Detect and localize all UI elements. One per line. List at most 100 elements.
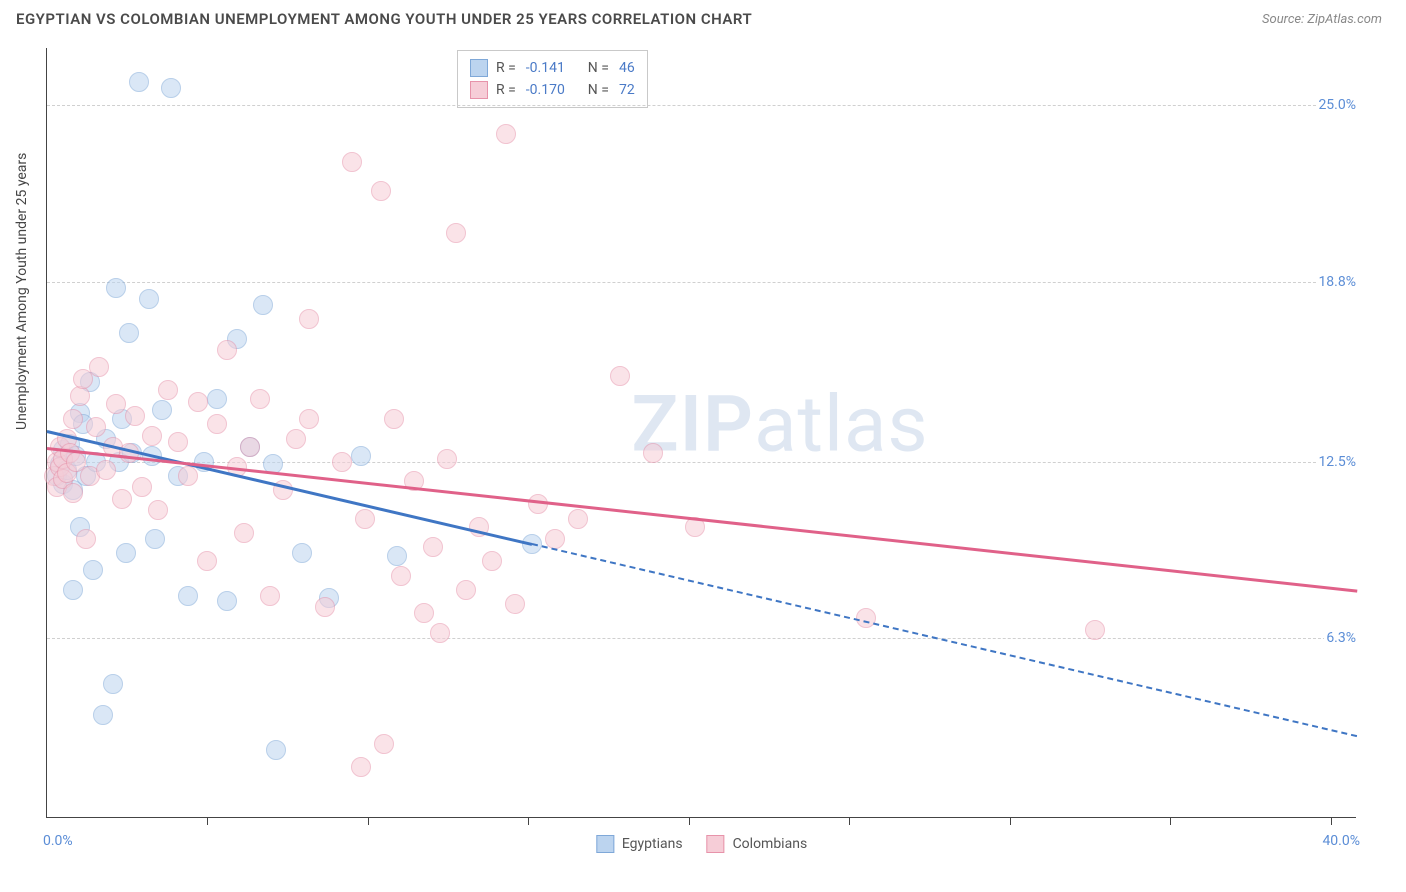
data-point [351,757,371,777]
chart-header: EGYPTIAN VS COLOMBIAN UNEMPLOYMENT AMONG… [0,0,1406,28]
r-value: -0.170 [526,79,580,101]
x-tick [528,817,529,825]
chart-title: EGYPTIAN VS COLOMBIAN UNEMPLOYMENT AMONG… [16,10,752,28]
watermark: ZIPatlas [631,379,928,470]
trendline [47,447,1357,592]
x-tick [368,817,369,825]
n-label: N = [588,57,609,79]
data-point [125,406,145,426]
data-point [119,323,139,343]
data-point [93,705,113,725]
data-point [234,523,254,543]
legend-swatch [596,835,614,853]
n-value: 72 [619,79,635,101]
data-point [384,409,404,429]
gridline [47,282,1356,283]
legend-swatch [470,59,488,77]
data-point [197,551,217,571]
data-point [643,443,663,463]
data-point [299,309,319,329]
y-tick-label: 25.0% [1316,97,1358,113]
y-tick-label: 18.8% [1316,274,1358,290]
data-point [456,580,476,600]
chart-source: Source: ZipAtlas.com [1262,12,1382,27]
series-legend: Egyptians Colombians [596,835,807,853]
data-point [178,466,198,486]
data-point [414,603,434,623]
legend-item: Egyptians [596,835,683,853]
data-point [129,72,149,92]
gridline [47,638,1356,639]
data-point [299,409,319,429]
legend-label: Colombians [733,836,808,852]
data-point [132,477,152,497]
data-point [355,509,375,529]
y-tick-label: 6.3% [1324,630,1358,646]
data-point [63,580,83,600]
data-point [207,389,227,409]
x-tick [849,817,850,825]
data-point [106,394,126,414]
data-point [505,594,525,614]
data-point [152,400,172,420]
chart-plot-area: ZIPatlas R =-0.141N =46R =-0.170N =72 Eg… [46,48,1356,818]
data-point [178,586,198,606]
data-point [430,623,450,643]
x-tick [207,817,208,825]
data-point [351,446,371,466]
data-point [332,452,352,472]
data-point [96,460,116,480]
data-point [188,392,208,412]
n-label: N = [588,79,609,101]
data-point [207,414,227,434]
data-point [253,295,273,315]
data-point [70,386,90,406]
data-point [116,543,136,563]
data-point [374,734,394,754]
data-point [423,537,443,557]
correlation-legend: R =-0.141N =46R =-0.170N =72 [457,50,648,108]
x-min-label: 0.0% [43,833,73,849]
x-tick [1331,817,1332,825]
x-max-label: 40.0% [1322,833,1360,849]
data-point [142,426,162,446]
data-point [528,494,548,514]
data-point [250,389,270,409]
data-point [103,674,123,694]
data-point [168,432,188,452]
data-point [446,223,466,243]
y-axis-title: Unemployment Among Youth under 25 years [14,153,30,430]
y-tick-label: 12.5% [1316,454,1358,470]
data-point [89,357,109,377]
data-point [63,483,83,503]
data-point [496,124,516,144]
data-point [437,449,457,469]
data-point [286,429,306,449]
data-point [106,278,126,298]
data-point [371,181,391,201]
data-point [145,529,165,549]
x-tick [689,817,690,825]
data-point [391,566,411,586]
gridline [47,105,1356,106]
data-point [387,546,407,566]
trendline [531,543,1357,737]
data-point [63,409,83,429]
data-point [161,78,181,98]
legend-row: R =-0.170N =72 [470,79,635,101]
r-value: -0.141 [526,57,580,79]
data-point [482,551,502,571]
data-point [292,543,312,563]
x-tick [1010,817,1011,825]
data-point [315,597,335,617]
data-point [1085,620,1105,640]
n-value: 46 [619,57,635,79]
data-point [139,289,159,309]
x-tick [1170,817,1171,825]
legend-swatch [470,81,488,99]
data-point [76,529,96,549]
data-point [112,489,132,509]
legend-label: Egyptians [622,836,683,852]
data-point [240,437,260,457]
data-point [217,591,237,611]
